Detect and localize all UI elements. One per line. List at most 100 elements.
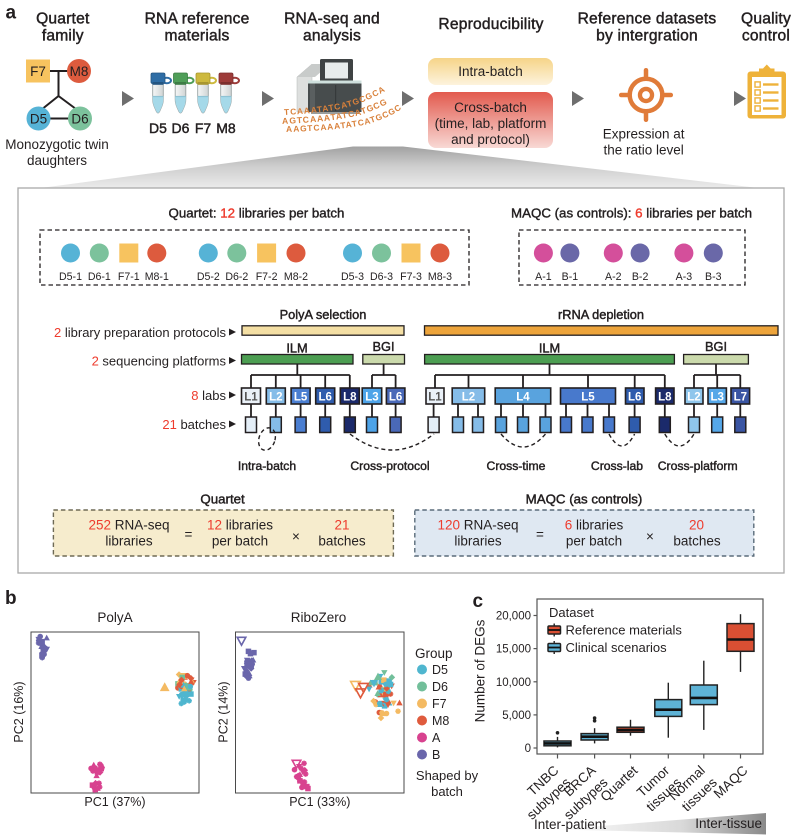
svg-text:15,000: 15,000: [496, 644, 531, 656]
svg-text:ILM: ILM: [286, 341, 307, 356]
svg-text:M8-3: M8-3: [428, 271, 452, 283]
svg-text:F7-2: F7-2: [256, 271, 278, 283]
svg-text:Cross-lab: Cross-lab: [591, 459, 643, 473]
svg-text:Number of DEGs: Number of DEGs: [473, 619, 488, 722]
svg-text:the ratio level: the ratio level: [603, 143, 683, 158]
svg-text:libraries: libraries: [454, 534, 502, 549]
svg-text:control: control: [742, 27, 790, 44]
svg-text:F7: F7: [30, 64, 46, 79]
svg-text:6 libraries: 6 libraries: [565, 518, 624, 533]
svg-text:0: 0: [525, 743, 531, 755]
svg-text:12 libraries: 12 libraries: [207, 518, 273, 533]
svg-text:batches: batches: [673, 534, 721, 549]
svg-text:2 library preparation protocol: 2 library preparation protocols: [54, 325, 226, 340]
svg-text:L2: L2: [687, 392, 700, 404]
svg-text:BGI: BGI: [372, 339, 394, 354]
svg-text:D5-2: D5-2: [197, 271, 220, 283]
svg-text:L1: L1: [428, 392, 442, 404]
svg-text:analysis: analysis: [303, 27, 361, 44]
svg-text:F7: F7: [432, 697, 447, 711]
svg-text:A: A: [432, 731, 441, 745]
svg-text:252 RNA-seq: 252 RNA-seq: [88, 518, 169, 533]
svg-text:D6-3: D6-3: [370, 271, 393, 283]
svg-text:D5: D5: [149, 120, 167, 136]
svg-text:D6: D6: [172, 120, 190, 136]
svg-text:PC1 (37%): PC1 (37%): [84, 795, 145, 809]
svg-text:20,000: 20,000: [496, 611, 531, 623]
svg-text:batch: batch: [431, 784, 463, 799]
svg-text:L2: L2: [269, 392, 282, 404]
svg-text:by intergration: by intergration: [596, 27, 698, 44]
svg-text:rRNA depletion: rRNA depletion: [558, 307, 644, 322]
svg-text:M8: M8: [216, 120, 236, 136]
svg-text:Clinical scenarios: Clinical scenarios: [566, 640, 668, 655]
svg-text:per batch: per batch: [212, 534, 268, 549]
svg-text:B: B: [432, 748, 440, 762]
svg-text:A-2: A-2: [605, 271, 622, 283]
svg-text:Cross-protocol: Cross-protocol: [350, 459, 429, 473]
svg-text:Intra-batch: Intra-batch: [458, 64, 523, 79]
svg-text:=: =: [536, 527, 544, 542]
svg-text:Monozygotic twin: Monozygotic twin: [5, 137, 109, 152]
svg-text:L3: L3: [710, 392, 723, 404]
svg-text:libraries: libraries: [105, 534, 153, 549]
svg-text:BGI: BGI: [705, 339, 727, 354]
svg-text:ILM: ILM: [539, 341, 560, 356]
svg-text:L5: L5: [294, 392, 308, 404]
svg-text:21: 21: [334, 518, 349, 533]
svg-text:batches: batches: [318, 534, 366, 549]
svg-text:Dataset: Dataset: [549, 605, 594, 620]
svg-text:(time, lab, platform: (time, lab, platform: [435, 116, 547, 131]
svg-text:PolyA: PolyA: [97, 610, 132, 625]
svg-text:Intra-batch: Intra-batch: [238, 459, 296, 473]
svg-text:L5: L5: [581, 392, 595, 404]
svg-text:D5-3: D5-3: [341, 271, 364, 283]
svg-text:Quartet: Quartet: [36, 11, 90, 28]
svg-text:Cross-time: Cross-time: [487, 459, 546, 473]
svg-text:Reproducibility: Reproducibility: [438, 16, 543, 33]
svg-text:D6: D6: [432, 680, 448, 694]
svg-text:Inter-tissue: Inter-tissue: [695, 816, 762, 831]
svg-text:family: family: [42, 27, 84, 44]
svg-text:D5-1: D5-1: [59, 271, 82, 283]
svg-text:L8: L8: [343, 392, 357, 404]
svg-text:21 batches: 21 batches: [162, 417, 226, 432]
svg-text:D6-1: D6-1: [88, 271, 111, 283]
svg-text:Quartet: Quartet: [200, 492, 245, 507]
svg-text:D6-2: D6-2: [225, 271, 248, 283]
svg-text:L2: L2: [462, 392, 475, 404]
svg-text:10,000: 10,000: [496, 677, 531, 689]
svg-text:F7: F7: [195, 120, 212, 136]
svg-text:A-3: A-3: [676, 271, 693, 283]
svg-text:×: ×: [646, 529, 654, 544]
svg-text:RNA-seq and: RNA-seq and: [284, 11, 380, 28]
svg-text:L1: L1: [244, 392, 258, 404]
svg-text:A-1: A-1: [535, 271, 552, 283]
svg-text:Cross-platform: Cross-platform: [658, 459, 738, 473]
svg-text:D5: D5: [432, 663, 448, 677]
svg-text:L6: L6: [628, 392, 641, 404]
svg-text:PC1 (33%): PC1 (33%): [289, 795, 350, 809]
svg-text:M8-2: M8-2: [284, 271, 308, 283]
svg-text:Reference datasets: Reference datasets: [578, 11, 717, 28]
svg-text:D5: D5: [30, 112, 47, 127]
svg-text:Quartet: 12 libraries per batc: Quartet: 12 libraries per batch: [169, 206, 345, 221]
svg-text:daughters: daughters: [27, 153, 87, 168]
svg-text:MAQC (as controls): 6 librarie: MAQC (as controls): 6 libraries per batc…: [511, 206, 752, 221]
svg-text:L6: L6: [318, 392, 331, 404]
svg-text:F7-3: F7-3: [400, 271, 422, 283]
svg-text:a: a: [6, 3, 17, 24]
svg-text:RiboZero: RiboZero: [291, 610, 347, 625]
svg-text:2 sequencing platforms: 2 sequencing platforms: [92, 354, 227, 369]
svg-text:Reference materials: Reference materials: [566, 623, 683, 638]
svg-text:120 RNA-seq: 120 RNA-seq: [437, 518, 518, 533]
svg-text:L6: L6: [389, 392, 402, 404]
svg-text:D6: D6: [71, 112, 88, 127]
svg-text:b: b: [5, 588, 17, 609]
svg-text:Group: Group: [415, 646, 453, 661]
svg-text:M8-1: M8-1: [145, 271, 169, 283]
svg-text:8 labs: 8 labs: [191, 388, 226, 403]
svg-text:B-3: B-3: [705, 271, 722, 283]
svg-text:F7-1: F7-1: [118, 271, 140, 283]
svg-text:Expression at: Expression at: [603, 127, 685, 142]
